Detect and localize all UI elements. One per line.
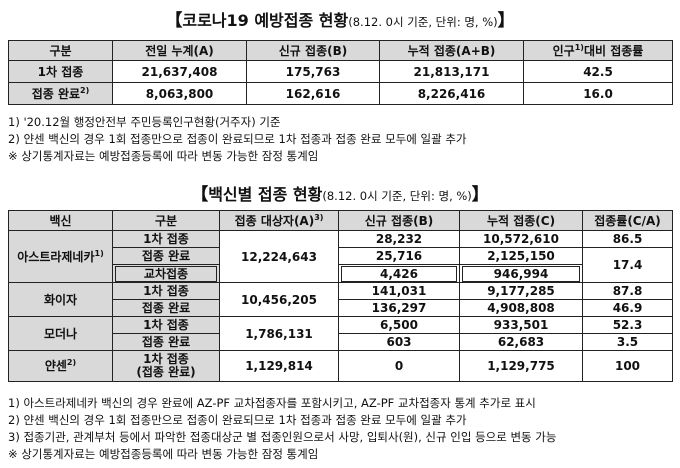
col-header-target: 접종 대상자(A)3): [219, 210, 339, 231]
cell-new: 603: [338, 333, 460, 351]
cross-cum-value: 946,994: [462, 265, 580, 282]
row-label: 1차 접종: [112, 316, 220, 334]
table-row: 화이자 1차 접종 10,456,205 141,031 9,177,285 8…: [8, 282, 673, 317]
cell-cum: 2,125,150: [459, 247, 583, 265]
row-label: 1차 접종 (접종 완료): [112, 350, 220, 382]
table-row: 모더나 1차 접종 1,786,131 6,500 933,501 52.3: [8, 316, 673, 351]
col-header-prev-total: 전일 누계(A): [112, 40, 247, 61]
vaccine-header-row: 백신 구분 접종 대상자(A)3) 신규 접종(B) 누적 접종(C) 접종률(…: [8, 210, 673, 231]
cross-vaccination-label: 교차접종: [115, 265, 217, 282]
cell-cum: 1,129,775: [459, 350, 583, 382]
row-label: 1차 접종: [112, 282, 220, 300]
cell-rate: 86.5: [582, 230, 673, 248]
vaccine-table: 백신 구분 접종 대상자(A)3) 신규 접종(B) 누적 접종(C) 접종률(…: [8, 210, 673, 382]
section1-subtitle: (8.12. 0시 기준, 단위: 명, %): [348, 15, 498, 29]
vaccine-name-pfizer: 화이자: [8, 282, 113, 317]
cell-target: 10,456,205: [219, 282, 339, 317]
table-row: 접종 완료 136,297 4,908,808 46.9: [9, 299, 673, 317]
col-header-rate: 인구1)대비 접종률: [523, 40, 673, 61]
cell-cum: 21,813,171: [379, 60, 524, 83]
section2-title: 백신별 접종 현황: [208, 185, 323, 204]
cell-rate: 87.8: [582, 282, 673, 300]
cell-prev: 21,637,408: [112, 60, 247, 83]
footnote: 1) '20.12월 행정안전부 주민등록인구현황(거주자) 기준: [8, 115, 281, 129]
summary-table: 구분 전일 누계(A) 신규 접종(B) 누적 접종(A+B) 인구1)대비 접…: [8, 40, 673, 105]
cell-rate: 3.5: [582, 333, 673, 351]
table-row: 접종 완료2) 8,063,800 162,616 8,226,416 16.0: [8, 82, 673, 105]
summary-header-row: 구분 전일 누계(A) 신규 접종(B) 누적 접종(A+B) 인구1)대비 접…: [8, 40, 673, 61]
cell-cum: 8,226,416: [379, 82, 524, 105]
col-header-cumulative: 누적 접종(A+B): [379, 40, 524, 61]
footnote: 1) 아스트라제네카 백신의 경우 완료에 AZ-PF 교차접종자를 포함시키고…: [8, 396, 536, 410]
cell-new: 4,426: [338, 264, 460, 283]
cell-cum: 9,177,285: [459, 282, 583, 300]
cell-cum: 62,683: [459, 333, 583, 351]
vaccine-name-astrazeneca: 아스트라제네카1): [8, 230, 113, 283]
col-header-new: 신규 접종(B): [338, 210, 460, 231]
col-header-category: 구분: [8, 40, 113, 61]
cell-prev: 8,063,800: [112, 82, 247, 105]
cell-target: 1,786,131: [219, 316, 339, 351]
cross-new-value: 4,426: [341, 265, 457, 282]
cell-rate: 42.5: [523, 60, 673, 83]
cell-new: 25,716: [338, 247, 460, 265]
vaccine-name-moderna: 모더나: [8, 316, 113, 351]
footnote: 2) 얀센 백신의 경우 1회 접종만으로 접종이 완료되므로 1차 접종과 접…: [8, 413, 467, 427]
table-row: 접종 완료 603 62,683 3.5: [9, 333, 673, 351]
cell-rate: 52.3: [582, 316, 673, 334]
col-header-category: 구분: [112, 210, 220, 231]
table-row: 1차 접종 21,637,408 175,763 21,813,171 42.5: [8, 60, 673, 83]
footnote: 2) 얀센 백신의 경우 1회 접종만으로 접종이 완료되므로 1차 접종과 접…: [8, 132, 467, 146]
row-label: 접종 완료: [112, 247, 220, 265]
cell-new: 28,232: [338, 230, 460, 248]
cell-target: 12,224,643: [219, 230, 339, 283]
row-label: 접종 완료: [112, 299, 220, 317]
section2-subtitle: (8.12. 0시 기준, 단위: 명, %): [322, 189, 472, 203]
cell-cum: 10,572,610: [459, 230, 583, 248]
section2-notes: 1) 아스트라제네카 백신의 경우 완료에 AZ-PF 교차접종자를 포함시키고…: [8, 395, 556, 463]
row-label: 1차 접종: [8, 60, 113, 83]
table-row: 아스트라제네카1) 1차 접종 12,224,643 28,232 10,572…: [8, 230, 673, 283]
footnote: ※ 상기통계자료는 예방접종등록에 따라 변동 가능한 잠정 통계임: [8, 149, 319, 163]
col-header-cumulative: 누적 접종(C): [459, 210, 583, 231]
vaccine-name-janssen: 얀센2): [8, 350, 113, 382]
row-label-cross: 교차접종: [112, 264, 220, 283]
section1-title-bar: 【코로나19 예방접종 현황(8.12. 0시 기준, 단위: 명, %)】: [165, 11, 515, 31]
cell-new: 175,763: [246, 60, 380, 83]
cell-new: 0: [338, 350, 460, 382]
section1-title: 코로나19 예방접종 현황: [182, 11, 349, 30]
footnote: 3) 접종기관, 관계부처 등에서 파악한 접종대상군 별 접종인원으로서 사망…: [8, 430, 557, 444]
table-row: 접종 완료 25,716 2,125,150 17.4: [9, 247, 673, 283]
cell-rate: 100: [582, 350, 673, 382]
section1-notes: 1) '20.12월 행정안전부 주민등록인구현황(거주자) 기준 2) 얀센 …: [8, 114, 467, 165]
row-label: 접종 완료: [112, 333, 220, 351]
row-label: 1차 접종: [112, 230, 220, 248]
section2-title-bar: 【백신별 접종 현황(8.12. 0시 기준, 단위: 명, %)】: [191, 185, 489, 205]
cell-rate: 46.9: [582, 299, 673, 317]
row-label: 접종 완료2): [8, 82, 113, 105]
cell-new: 162,616: [246, 82, 380, 105]
footnote: ※ 상기통계자료는 예방접종등록에 따라 변동 가능한 잠정 통계임: [8, 447, 319, 461]
cell-cum: 4,908,808: [459, 299, 583, 317]
table-row: 얀센2) 1차 접종 (접종 완료) 1,129,814 0 1,129,775 …: [8, 350, 673, 382]
cell-rate: 17.4: [582, 247, 673, 283]
col-header-vaccine: 백신: [8, 210, 113, 231]
cell-cum: 933,501: [459, 316, 583, 334]
cell-rate: 16.0: [523, 82, 673, 105]
cell-new: 141,031: [338, 282, 460, 300]
col-header-rate: 접종률(C/A): [582, 210, 673, 231]
col-header-new: 신규 접종(B): [246, 40, 380, 61]
cell-cum: 946,994: [459, 264, 583, 283]
cell-target: 1,129,814: [219, 350, 339, 382]
cell-new: 6,500: [338, 316, 460, 334]
cell-new: 136,297: [338, 299, 460, 317]
